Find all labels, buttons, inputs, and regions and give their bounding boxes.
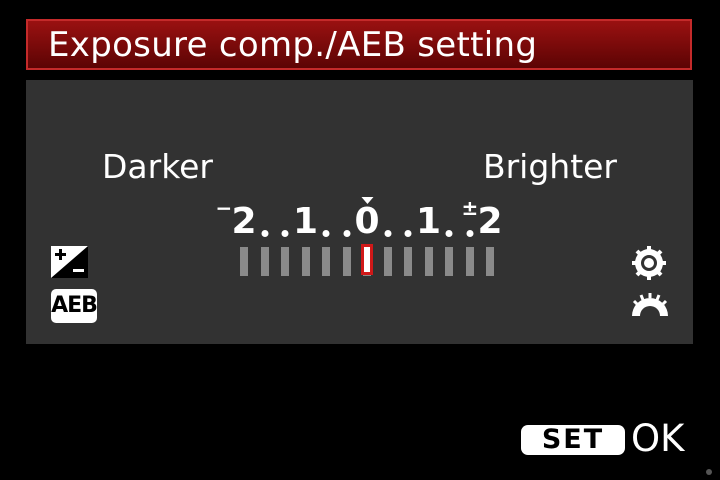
scale-tick-label: 1 xyxy=(415,201,442,242)
ok-label: OK xyxy=(631,417,685,460)
scale-dot xyxy=(384,230,391,237)
scale-dot xyxy=(322,230,330,237)
scale-tick-label: 0 xyxy=(354,197,380,240)
scale-tick xyxy=(322,247,330,276)
quick-control-dial-icon[interactable] xyxy=(629,245,669,281)
set-button[interactable]: SET xyxy=(521,425,625,455)
darker-label: Darker xyxy=(102,147,214,186)
scale-tick-label: 2− xyxy=(215,196,257,242)
scale-tick xyxy=(465,247,474,276)
scale-dot xyxy=(281,230,289,237)
scale-tick xyxy=(281,247,289,276)
title-bar: Exposure comp./AEB setting xyxy=(26,19,692,70)
exposure-level-marker[interactable] xyxy=(361,244,373,275)
scale-tick xyxy=(342,247,351,276)
scale-tick xyxy=(260,247,269,276)
scale-dot xyxy=(404,230,412,237)
scale-dot xyxy=(343,230,350,237)
scale-dot xyxy=(261,230,268,237)
scale-tick xyxy=(301,247,310,276)
scale-tick-label: 2 ± xyxy=(461,196,503,242)
scale-tick xyxy=(383,247,392,276)
scale-tick-label: 1 xyxy=(292,201,319,242)
scale-tick xyxy=(240,247,248,276)
scale-tick xyxy=(486,247,494,276)
main-dial-icon[interactable] xyxy=(629,292,671,318)
scale-dot xyxy=(445,230,453,237)
minus-sign: − xyxy=(215,196,233,220)
brighter-label: Brighter xyxy=(482,147,617,186)
page-title: Exposure comp./AEB setting xyxy=(48,24,538,65)
exposure-compensation-icon xyxy=(51,246,88,278)
exposure-panel: Darker Brighter AEB xyxy=(26,80,693,344)
status-dot xyxy=(706,469,712,475)
plus-sign: ± xyxy=(461,196,479,220)
scale-tick xyxy=(404,247,412,276)
scale-tick xyxy=(424,247,433,276)
zero-indicator xyxy=(361,197,373,204)
scale-dot xyxy=(466,230,473,237)
aeb-icon: AEB xyxy=(51,289,98,323)
scale-tick xyxy=(445,247,453,276)
